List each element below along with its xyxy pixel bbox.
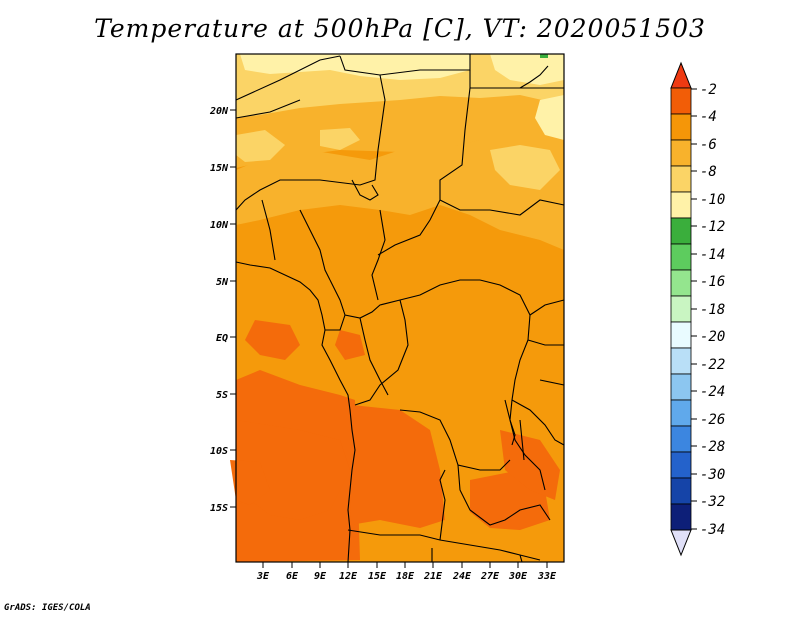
- colorbar-segment: [670, 399, 692, 427]
- map-title: Temperature at 500hPa [C], VT: 202005150…: [94, 14, 706, 43]
- colorbar-segment: [670, 321, 692, 349]
- map-frame: [235, 53, 565, 563]
- colorbar: -2 -4 -6 -8 -10 -12 -14 -16 -18 -20 -22 …: [670, 61, 725, 557]
- colorbar-label: -6: [700, 137, 717, 153]
- colorbar-segment: [670, 139, 692, 167]
- light-orange-regions: [236, 88, 564, 250]
- lon-tick-label: 30E: [508, 571, 528, 582]
- lon-tick-label: 18E: [396, 571, 415, 582]
- lon-tick-label: 3E: [256, 571, 270, 582]
- colorbar-segment: [670, 451, 692, 479]
- colorbar-segment: [670, 295, 692, 323]
- lat-tick-label: 15N: [210, 163, 229, 174]
- lon-tick-label: 12E: [339, 571, 358, 582]
- colorbar-label: -16: [700, 274, 725, 290]
- lat-axis: 20N 15N 10N 5N EQ 5S 10S 15S: [209, 106, 236, 514]
- lon-tick-label: 27E: [480, 571, 500, 582]
- colorbar-top-arrow: [670, 61, 692, 89]
- colorbar-segment: [670, 113, 692, 141]
- lat-tick-marks: [230, 109, 236, 508]
- colorbar-segment: [670, 425, 692, 453]
- lon-tick-label: 21E: [423, 571, 443, 582]
- lat-tick-label: 15S: [210, 503, 228, 514]
- colorbar-label: -26: [700, 412, 725, 428]
- colorbar-label: -10: [700, 192, 725, 208]
- colorbar-label: -28: [700, 439, 725, 455]
- country-borders: [235, 54, 565, 563]
- colorbar-label: -2: [700, 82, 717, 98]
- warm-regions: [230, 320, 560, 562]
- colorbar-tick-marks: [691, 88, 697, 530]
- lon-tick-marks: [262, 562, 548, 568]
- colorbar-label: -18: [700, 302, 725, 318]
- colorbar-label: -34: [700, 522, 725, 538]
- colorbar-segment: [670, 87, 692, 115]
- colorbar-segment: [670, 191, 692, 219]
- colorbar-label: -4: [700, 109, 717, 125]
- colorbar-label: -22: [700, 357, 725, 373]
- green-spot: [540, 54, 548, 58]
- colorbar-segment: [670, 269, 692, 297]
- colorbar-label: -30: [700, 467, 725, 483]
- colorbar-label: -20: [700, 329, 725, 345]
- lat-tick-label: 5N: [216, 277, 229, 288]
- lon-tick-label: 33E: [537, 571, 557, 582]
- software-credit: GrADS: IGES/COLA: [4, 603, 91, 613]
- lon-tick-label: 6E: [286, 571, 299, 582]
- lon-tick-label: 24E: [452, 571, 472, 582]
- colorbar-segments: [670, 87, 692, 531]
- colorbar-label: -14: [700, 247, 725, 263]
- lat-tick-label: 10S: [210, 446, 228, 457]
- map-panel: [230, 53, 565, 563]
- lat-tick-label: 10N: [210, 220, 229, 231]
- colorbar-bottom-arrow: [670, 529, 692, 557]
- pale-regions: [240, 54, 564, 140]
- lon-axis: 3E 6E 9E 12E 15E 18E 21E 24E 27E 30E 33E: [256, 562, 557, 582]
- colorbar-segment: [670, 243, 692, 271]
- colorbar-label: -32: [700, 494, 725, 510]
- colorbar-label: -12: [700, 219, 725, 235]
- lat-tick-label: 20N: [209, 106, 229, 117]
- colorbar-label: -8: [700, 164, 717, 180]
- colorbar-segment: [670, 217, 692, 245]
- lon-tick-label: 9E: [314, 571, 327, 582]
- lon-tick-label: 15E: [368, 571, 387, 582]
- colorbar-segment: [670, 477, 692, 505]
- colorbar-label: -24: [700, 384, 725, 400]
- colorbar-segment: [670, 165, 692, 193]
- colorbar-segment: [670, 503, 692, 531]
- colorbar-segment: [670, 373, 692, 401]
- lat-tick-label: EQ: [216, 333, 228, 344]
- lat-tick-label: 5S: [216, 390, 228, 401]
- colorbar-segment: [670, 347, 692, 375]
